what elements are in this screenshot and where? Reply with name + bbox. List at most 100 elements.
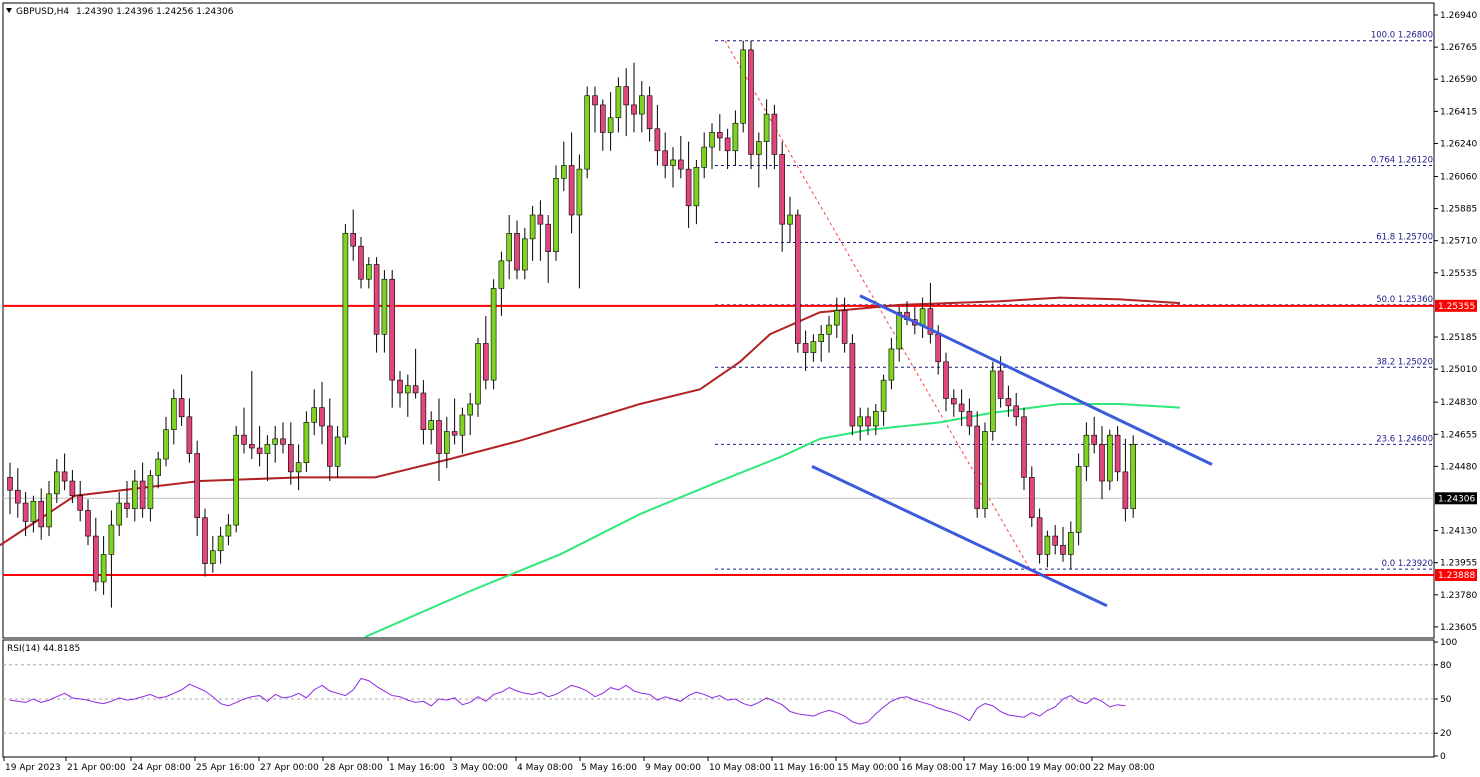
candle [1068,521,1074,570]
candle [849,334,856,436]
candle [560,141,567,192]
bullish-candle-body [982,431,988,509]
bearish-candle-body [1099,444,1105,482]
candle [950,389,957,417]
candle [241,407,247,454]
bearish-candle-body [997,370,1004,399]
bullish-candle-body [919,308,926,326]
time-tick-label: 22 May 08:00 [1093,763,1155,773]
bearish-candle-body [748,49,754,155]
bearish-candle-body [802,343,809,353]
candle [194,440,200,537]
candle [763,99,770,170]
fib-level-label: 50.0 1.25360 [1376,295,1433,305]
candle [108,510,115,608]
bearish-candle-body [1060,544,1066,555]
time-tick-label: 28 Apr 08:00 [324,763,383,773]
price-tick-label: 1.25010 [1440,365,1477,375]
bearish-candle-body [412,385,419,394]
bearish-candle-body [631,104,637,115]
bullish-candle-body [693,166,700,207]
bearish-candle-body [256,447,263,454]
time-tick-label: 1 May 16:00 [389,763,445,773]
bullish-candle-body [1075,466,1082,533]
candle [943,352,949,412]
candle [966,398,973,436]
candle [38,488,45,540]
bullish-candle-body [53,471,60,495]
candle [685,141,692,228]
candle [436,398,442,482]
bearish-candle-body [1091,434,1097,445]
bearish-candle-body [194,453,200,519]
candle [475,337,481,417]
candle [22,492,29,537]
price-tick-label: 1.25535 [1440,269,1477,279]
price-tick-label: 1.26240 [1440,139,1477,149]
candle [412,348,419,399]
bullish-candle-body [264,444,271,454]
candle [490,279,497,390]
bearish-candle-body [61,471,68,482]
rsi-tick-label: 100 [1440,638,1457,648]
price-tick-label: 1.23780 [1440,591,1477,601]
bearish-candle-body [537,214,544,225]
bearish-candle-body [7,477,13,491]
bearish-candle-body [935,333,942,363]
bullish-candle-body [896,311,903,350]
time-tick-label: 19 May 00:00 [1029,763,1091,773]
candle [132,470,138,522]
bullish-candle-body [365,264,372,280]
collapse-triangle-icon[interactable] [6,8,12,13]
candle [1060,526,1066,562]
price-tick-label: 1.25185 [1440,333,1477,343]
candle [124,481,130,518]
bullish-candle-body [732,122,739,152]
time-tick-label: 11 May 16:00 [773,763,835,773]
bullish-candle-body [989,370,996,432]
bullish-candle-body [30,500,37,522]
price-tick-label: 1.25885 [1440,205,1477,215]
price-tick-label: 1.23955 [1440,559,1477,569]
candle [53,459,60,504]
candle [155,451,161,489]
bearish-candle-body [646,95,653,130]
candle [69,470,76,504]
bullish-candle-body [1044,535,1051,555]
candle [443,416,450,469]
candle [30,495,37,533]
candle [389,270,396,408]
channel-lower-line [811,465,1108,608]
bearish-candle-body [592,95,598,106]
price-tick-label: 1.26060 [1440,172,1477,182]
bearish-candle-body [38,500,45,528]
bearish-candle-body [186,416,193,454]
bearish-candle-body [849,343,856,427]
candle [404,374,411,417]
bullish-candle-body [147,475,154,509]
candle [1075,453,1082,546]
candle [256,426,263,467]
candle [1122,438,1129,522]
bullish-candle-body [872,411,879,427]
bearish-candle-body [436,420,442,454]
bearish-candle-body [1013,405,1020,418]
time-tick-label: 4 May 08:00 [517,763,573,773]
candle [217,526,224,564]
fib-level-label: 61.8 1.25700 [1376,233,1433,243]
candle [826,315,832,353]
candle [880,374,887,426]
time-tick-label: 15 May 00:00 [837,763,899,773]
resistance-price-badge: 1.25355 [1438,302,1475,312]
bearish-candle-body [241,434,247,445]
candle [646,86,653,142]
bullish-candle-body [443,431,450,454]
candle [171,389,177,445]
bearish-candle-body [943,361,949,399]
channel-upper-line [859,294,1213,466]
candle [373,257,380,353]
candle [888,337,895,390]
candle [139,462,146,518]
candle [545,215,552,283]
price-tick-label: 1.26940 [1440,11,1477,21]
